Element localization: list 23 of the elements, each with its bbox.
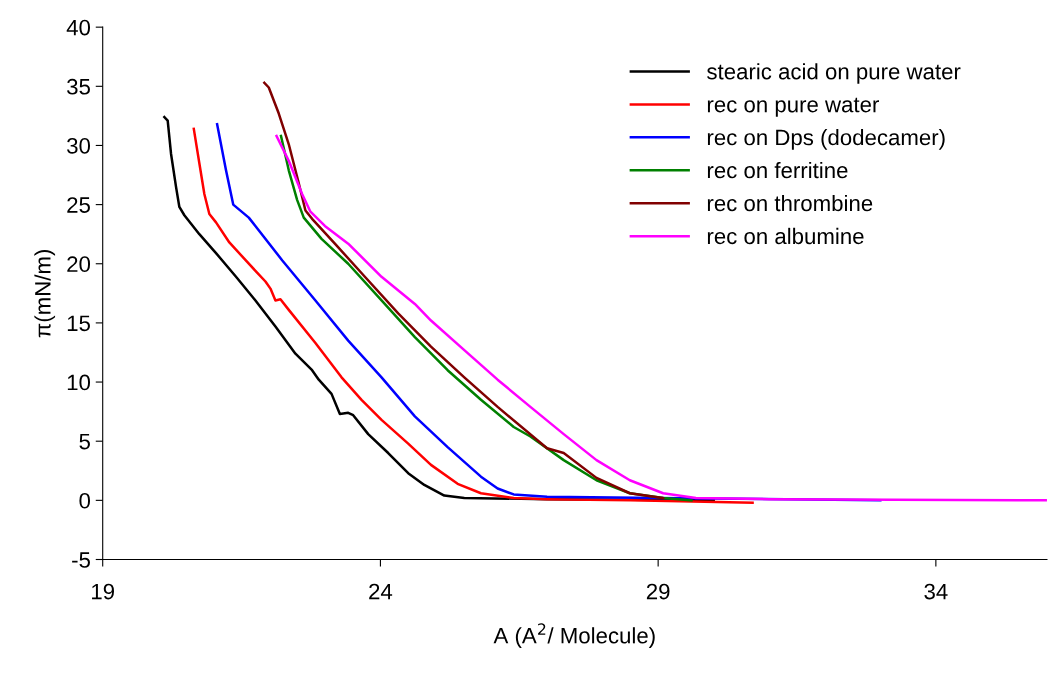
y-tick-label: 30 bbox=[67, 137, 91, 154]
y-tick-label: 0 bbox=[79, 492, 91, 509]
y-tick-label: 20 bbox=[67, 256, 91, 273]
y-tick-label: 5 bbox=[79, 433, 90, 450]
legend-label: rec on pure water bbox=[707, 97, 879, 117]
y-tick-label: 25 bbox=[67, 197, 90, 213]
y-axis-title: π(mN/m) bbox=[34, 250, 56, 338]
legend-label: rec on Dps (dodecamer) bbox=[707, 129, 945, 150]
legend-label: rec on albumine bbox=[707, 227, 864, 245]
legend-label: stearic acid on pure water bbox=[707, 63, 961, 84]
legend-label: rec on thrombine bbox=[707, 194, 873, 212]
line-series bbox=[263, 81, 665, 500]
legend-label: rec on ferritine bbox=[707, 161, 848, 179]
y-tick-label: -5 bbox=[72, 552, 90, 568]
x-tick-label: 29 bbox=[646, 583, 670, 600]
x-tick-label: 24 bbox=[369, 583, 393, 600]
y-tick-label: 40 bbox=[66, 19, 91, 36]
x-axis-title: A (A$^{2}$/ Molecule) bbox=[493, 623, 655, 648]
y-tick-label: 10 bbox=[67, 374, 91, 391]
x-tick-label: 34 bbox=[924, 583, 948, 600]
x-tick-label: 19 bbox=[92, 583, 115, 600]
y-tick-label: 15 bbox=[67, 315, 90, 332]
y-tick-label: 35 bbox=[67, 78, 90, 95]
